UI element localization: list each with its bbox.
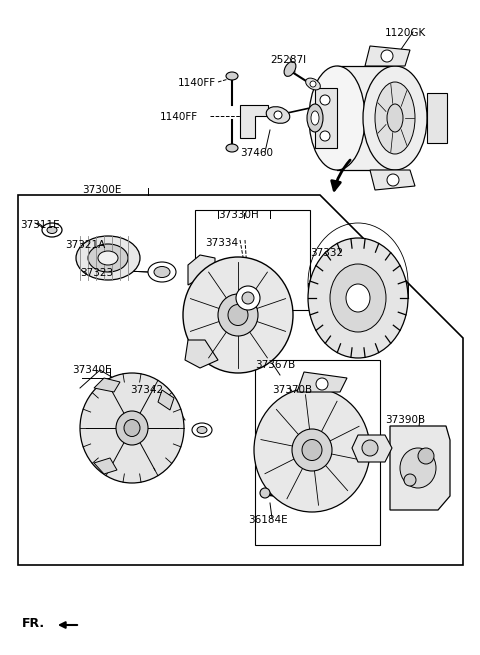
Ellipse shape [400, 448, 436, 488]
Ellipse shape [88, 244, 128, 272]
Ellipse shape [309, 66, 365, 170]
Ellipse shape [98, 251, 118, 265]
Polygon shape [370, 170, 415, 190]
Polygon shape [18, 195, 463, 565]
Text: 1140FF: 1140FF [178, 78, 216, 88]
Ellipse shape [311, 111, 319, 125]
Ellipse shape [346, 284, 370, 312]
Polygon shape [390, 426, 450, 510]
Polygon shape [94, 378, 120, 392]
Circle shape [260, 488, 270, 498]
Ellipse shape [124, 419, 140, 436]
Ellipse shape [284, 62, 296, 77]
Ellipse shape [307, 104, 323, 132]
Polygon shape [185, 340, 218, 368]
Circle shape [274, 111, 282, 119]
Ellipse shape [387, 104, 403, 132]
Polygon shape [352, 435, 392, 462]
Text: 1140FF: 1140FF [160, 112, 198, 122]
Polygon shape [94, 458, 117, 474]
Circle shape [242, 292, 254, 304]
Ellipse shape [236, 286, 260, 310]
Ellipse shape [363, 66, 427, 170]
Polygon shape [297, 372, 347, 392]
Polygon shape [365, 46, 410, 66]
Text: 37340E: 37340E [72, 365, 111, 375]
Ellipse shape [197, 426, 207, 434]
Text: 37311E: 37311E [20, 220, 60, 230]
Text: 37330H: 37330H [218, 210, 259, 220]
Text: 37300E: 37300E [82, 185, 121, 195]
Ellipse shape [418, 448, 434, 464]
Ellipse shape [226, 144, 238, 152]
Ellipse shape [218, 294, 258, 336]
Polygon shape [158, 390, 174, 410]
Circle shape [387, 174, 399, 186]
Ellipse shape [228, 305, 248, 326]
Circle shape [320, 95, 330, 105]
Circle shape [310, 81, 316, 87]
Ellipse shape [192, 423, 212, 437]
Text: 37321A: 37321A [65, 240, 105, 250]
Ellipse shape [330, 264, 386, 332]
Ellipse shape [116, 411, 148, 445]
Ellipse shape [42, 223, 62, 237]
Text: 36184E: 36184E [248, 515, 288, 525]
Text: 37332: 37332 [310, 248, 343, 258]
Text: 37390B: 37390B [385, 415, 425, 425]
Ellipse shape [266, 107, 290, 123]
Text: 37460: 37460 [240, 148, 273, 158]
Ellipse shape [80, 373, 184, 483]
Polygon shape [315, 88, 337, 148]
Polygon shape [427, 93, 447, 143]
Text: 1120GK: 1120GK [385, 28, 426, 38]
Polygon shape [240, 105, 268, 138]
Ellipse shape [375, 82, 415, 154]
Ellipse shape [226, 72, 238, 80]
Ellipse shape [362, 440, 378, 456]
Text: 37334: 37334 [205, 238, 238, 248]
Circle shape [381, 50, 393, 62]
Ellipse shape [154, 267, 170, 278]
Polygon shape [188, 255, 215, 285]
Ellipse shape [183, 257, 293, 373]
Circle shape [320, 131, 330, 141]
Ellipse shape [76, 236, 140, 280]
Ellipse shape [47, 227, 57, 233]
Ellipse shape [148, 262, 176, 282]
Ellipse shape [404, 474, 416, 486]
Ellipse shape [308, 238, 408, 358]
Ellipse shape [302, 440, 322, 460]
Text: 37367B: 37367B [255, 360, 295, 370]
Text: 25287I: 25287I [270, 55, 306, 65]
Circle shape [316, 378, 328, 390]
Text: 37342: 37342 [130, 385, 163, 395]
Ellipse shape [306, 78, 320, 90]
Text: FR.: FR. [22, 617, 45, 630]
Text: 37370B: 37370B [272, 385, 312, 395]
Text: 37323: 37323 [80, 268, 113, 278]
Polygon shape [337, 66, 395, 170]
Ellipse shape [254, 388, 370, 512]
Ellipse shape [292, 429, 332, 471]
